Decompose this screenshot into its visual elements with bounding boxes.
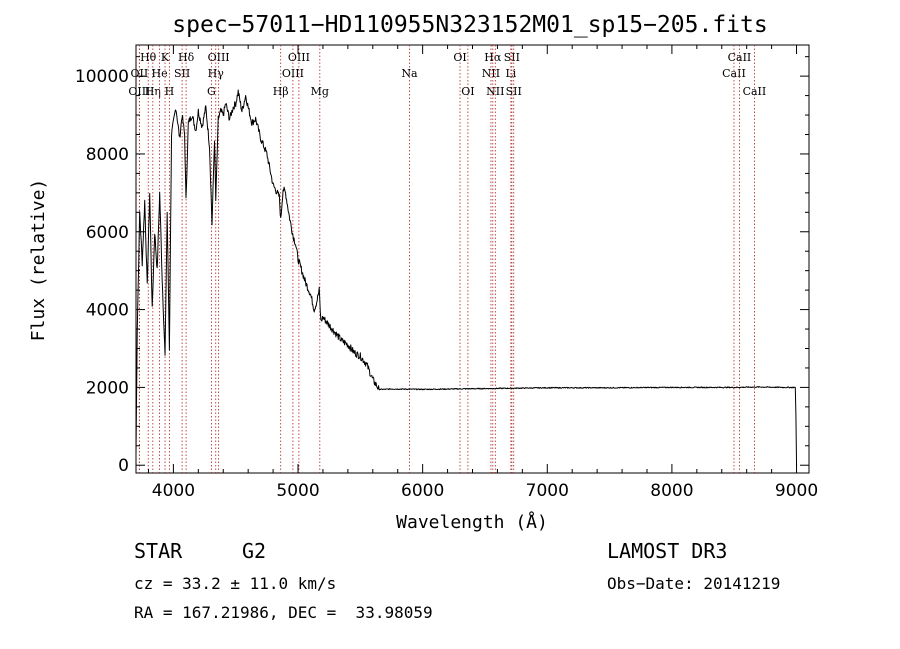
y-tick-label: 10000	[75, 67, 129, 87]
object-subclass: G2	[242, 539, 267, 563]
y-tick-label: 2000	[86, 378, 129, 398]
spectral-line-label: Hβ	[273, 85, 289, 98]
spectral-line-label: OIII	[288, 51, 310, 64]
object-class: STAR	[134, 539, 183, 563]
ticks-layer: 4000 5000 6000 7000 8000 9000 0 2000 4000 6000 800…	[75, 45, 818, 501]
series-layer	[135, 89, 798, 466]
spectral-line-label: SII	[506, 85, 522, 98]
spectral-line-label: He	[152, 67, 168, 80]
spectral-line-label: G	[207, 85, 216, 98]
spectral-line-label: Hγ	[208, 67, 225, 80]
x-tick-label: 5000	[276, 481, 319, 501]
spectral-lines-layer: HθOIIOIIIHηHeKHSIIHδGHγOIIIHβOIIIOIIIMgN…	[128, 45, 766, 473]
y-tick-label: 8000	[86, 145, 129, 165]
spectral-line-label: H	[165, 85, 175, 98]
coordinates: RA = 167.21986, DEC = 33.98059	[134, 603, 433, 622]
spectral-line-label: SII	[174, 67, 190, 80]
x-tick-label: 9000	[775, 481, 818, 501]
spectral-line-label: OIII	[128, 85, 150, 98]
spectral-line-label: SII	[504, 51, 520, 64]
spectral-line-label: Hα	[484, 51, 502, 64]
spectral-line-label: K	[161, 51, 170, 64]
obs-date: Obs−Date: 20141219	[607, 574, 781, 593]
spectral-line-label: NII	[482, 67, 500, 80]
spectral-line-label: OIII	[282, 67, 304, 80]
y-tick-label: 6000	[86, 223, 129, 243]
y-tick-label: 0	[118, 456, 129, 476]
spectral-line-label: NII	[486, 85, 504, 98]
spectral-line-label: Mg	[311, 85, 329, 98]
plot-frame	[135, 44, 810, 474]
spectral-line-label: Li	[505, 67, 516, 80]
spectral-line-label: Hη	[145, 85, 161, 98]
spectral-line-label: CaII	[728, 51, 752, 64]
spectral-line-label: Na	[401, 67, 418, 80]
spectral-line-label: CaII	[722, 67, 746, 80]
x-tick-label: 7000	[526, 481, 569, 501]
spectral-line-label: Hδ	[178, 51, 195, 64]
redshift-cz: cz = 33.2 ± 11.0 km/s	[134, 574, 337, 593]
y-tick-label: 4000	[86, 301, 129, 321]
spectral-line-label: OI	[461, 85, 474, 98]
y-axis-label: Flux (relative)	[28, 179, 49, 342]
x-tick-label: 6000	[401, 481, 444, 501]
x-tick-label: 8000	[650, 481, 693, 501]
spectral-line-label: CaII	[743, 85, 767, 98]
chart-title: spec−57011−HD110955N323152M01_sp15−205.f…	[172, 12, 767, 38]
spectral-line-label: Hθ	[140, 51, 157, 64]
spectral-line-label: OI	[453, 51, 466, 64]
spectral-line-label: OIII	[208, 51, 230, 64]
x-tick-label: 4000	[152, 481, 195, 501]
survey-label: LAMOST DR3	[607, 539, 728, 563]
x-axis-label: Wavelength (Å)	[396, 511, 548, 533]
spectrum-line	[135, 89, 798, 466]
